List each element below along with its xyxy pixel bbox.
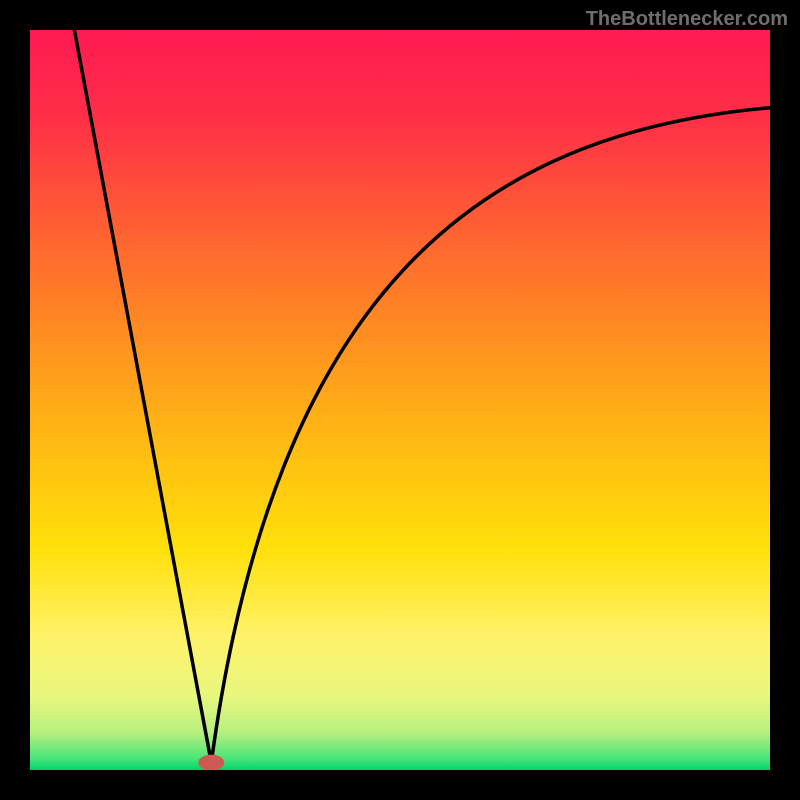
frame-left	[0, 0, 30, 800]
chart-svg	[0, 0, 800, 800]
watermark-text: TheBottlenecker.com	[586, 8, 788, 31]
frame-bottom	[0, 770, 800, 800]
bottleneck-chart: TheBottlenecker.com	[0, 0, 800, 800]
frame-right	[770, 0, 800, 800]
plot-background	[30, 30, 770, 770]
minimum-marker	[198, 755, 224, 771]
